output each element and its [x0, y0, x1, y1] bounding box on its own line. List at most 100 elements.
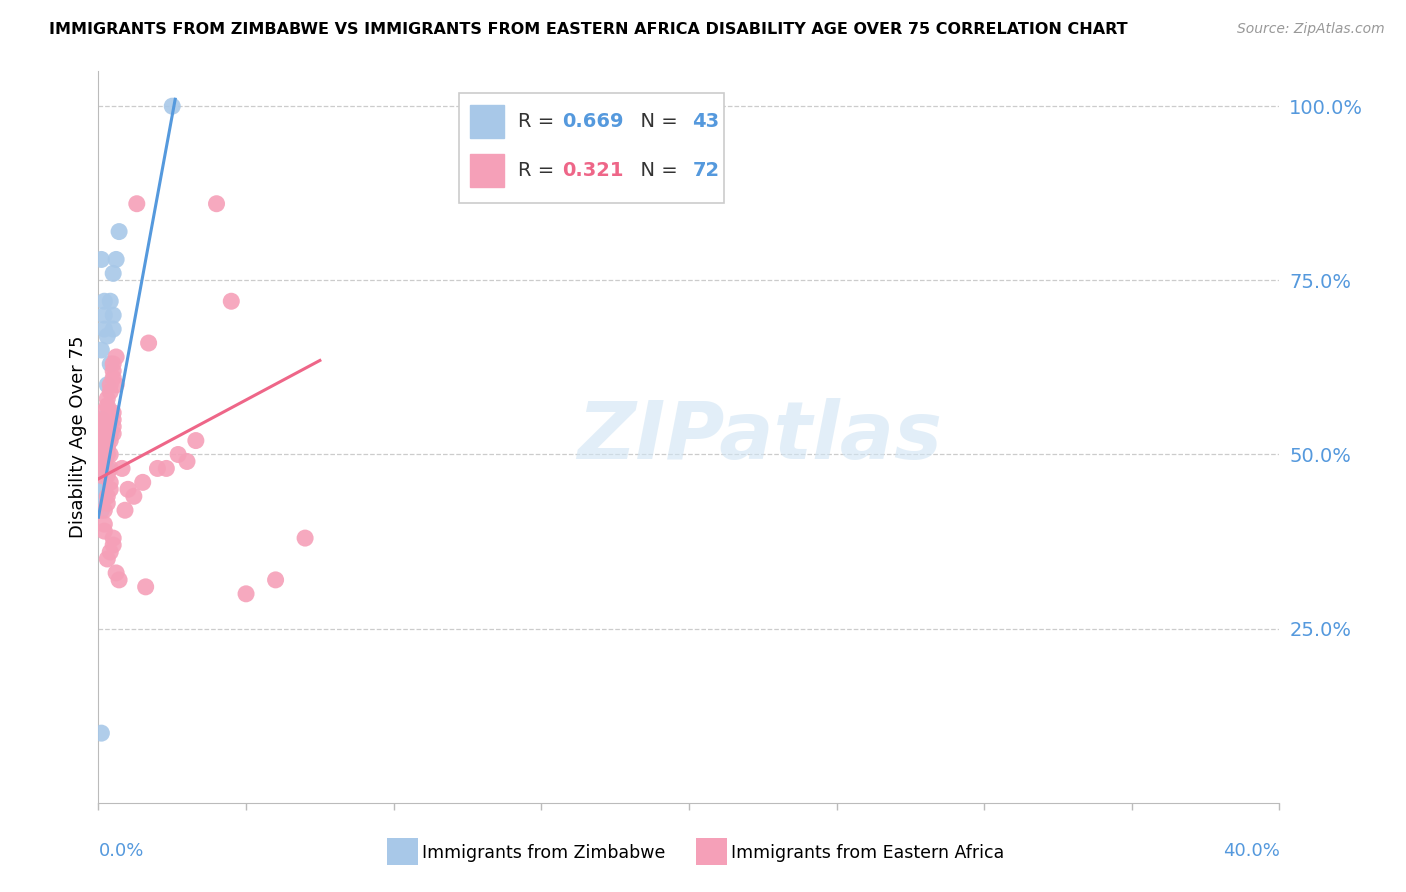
Text: Immigrants from Zimbabwe: Immigrants from Zimbabwe: [422, 844, 665, 862]
Point: [96, 496, 118, 510]
Point: [98, 294, 121, 309]
Point: [103, 371, 125, 385]
Point: [93, 441, 115, 455]
Point: [93, 448, 115, 462]
Point: [93, 419, 115, 434]
Point: [90, 489, 112, 503]
Point: [96, 434, 118, 448]
Point: [98, 483, 121, 497]
Point: [103, 364, 125, 378]
Point: [93, 503, 115, 517]
Point: [96, 399, 118, 413]
Point: [98, 384, 121, 399]
Y-axis label: Disability Age Over 75: Disability Age Over 75: [69, 335, 87, 539]
Point: [146, 461, 169, 475]
Point: [93, 412, 115, 426]
Point: [96, 434, 118, 448]
Point: [98, 461, 121, 475]
Point: [93, 308, 115, 322]
Point: [93, 322, 115, 336]
Point: [103, 531, 125, 545]
Point: [90, 503, 112, 517]
Point: [90, 419, 112, 434]
Point: [176, 454, 198, 468]
Point: [90, 726, 112, 740]
Bar: [471, 104, 503, 137]
Point: [96, 461, 118, 475]
Point: [93, 468, 115, 483]
Point: [96, 552, 118, 566]
Text: Immigrants from Eastern Africa: Immigrants from Eastern Africa: [731, 844, 1004, 862]
Point: [93, 454, 115, 468]
Point: [96, 441, 118, 455]
Point: [98, 377, 121, 392]
Point: [93, 448, 115, 462]
Point: [93, 454, 115, 468]
Point: [93, 426, 115, 441]
Point: [90, 468, 112, 483]
Point: [96, 434, 118, 448]
Point: [111, 461, 134, 475]
Point: [105, 252, 128, 267]
Point: [108, 225, 131, 239]
Text: IMMIGRANTS FROM ZIMBABWE VS IMMIGRANTS FROM EASTERN AFRICA DISABILITY AGE OVER 7: IMMIGRANTS FROM ZIMBABWE VS IMMIGRANTS F…: [49, 22, 1128, 37]
Point: [103, 538, 125, 552]
Point: [93, 483, 115, 497]
Point: [90, 406, 112, 420]
Point: [96, 377, 118, 392]
Point: [103, 412, 125, 426]
Point: [162, 99, 183, 113]
Point: [90, 343, 112, 357]
Point: [264, 573, 287, 587]
Point: [93, 434, 115, 448]
Point: [96, 392, 118, 406]
Point: [90, 412, 112, 426]
Point: [96, 441, 118, 455]
Point: [103, 419, 125, 434]
Point: [93, 448, 115, 462]
Point: [98, 406, 121, 420]
Point: [235, 587, 257, 601]
Point: [135, 580, 157, 594]
Point: [90, 475, 112, 490]
Text: 72: 72: [693, 161, 720, 179]
Point: [167, 448, 190, 462]
Point: [103, 266, 125, 280]
Text: R =: R =: [517, 161, 560, 179]
FancyBboxPatch shape: [458, 94, 724, 203]
Point: [90, 461, 112, 475]
Point: [98, 475, 121, 490]
Point: [114, 503, 136, 517]
Text: N =: N =: [627, 112, 683, 130]
Point: [105, 350, 128, 364]
Text: 0.669: 0.669: [562, 112, 624, 130]
Point: [96, 468, 118, 483]
Point: [205, 196, 228, 211]
Point: [117, 483, 139, 497]
Point: [93, 294, 115, 309]
Point: [294, 531, 316, 545]
Point: [155, 461, 177, 475]
Point: [98, 426, 121, 441]
Point: [108, 573, 131, 587]
Point: [96, 434, 118, 448]
Point: [93, 461, 115, 475]
Text: 43: 43: [693, 112, 720, 130]
Point: [93, 448, 115, 462]
Point: [103, 357, 125, 371]
Point: [103, 426, 125, 441]
Point: [90, 468, 112, 483]
Point: [96, 448, 118, 462]
Point: [105, 566, 128, 580]
Point: [96, 448, 118, 462]
Point: [96, 434, 118, 448]
Point: [93, 475, 115, 490]
Point: [138, 336, 160, 351]
Text: ZIPatlas: ZIPatlas: [578, 398, 942, 476]
Point: [103, 308, 125, 322]
Text: R =: R =: [517, 112, 560, 130]
Point: [93, 419, 115, 434]
Point: [93, 517, 115, 532]
Point: [98, 448, 121, 462]
Point: [90, 496, 112, 510]
